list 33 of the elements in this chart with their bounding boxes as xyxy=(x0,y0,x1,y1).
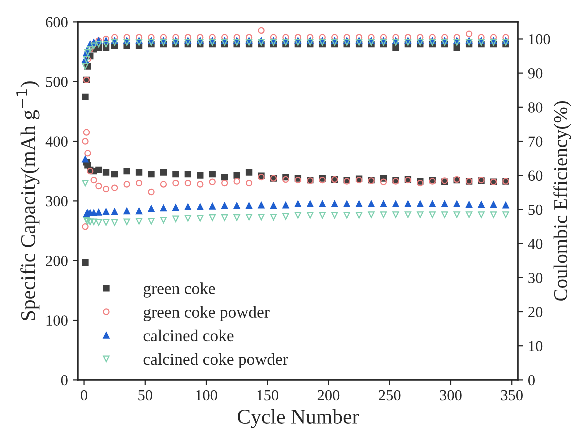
y-tick-label: 200 xyxy=(46,256,68,266)
x-axis-title: Cycle Number xyxy=(238,409,360,428)
y2-tick-label: 40 xyxy=(528,238,543,250)
y2-tick-label: 70 xyxy=(528,136,543,147)
legend-label: green coke powder xyxy=(144,306,270,322)
y2-tick-label: 10 xyxy=(529,341,543,352)
x-tick-label: 0 xyxy=(81,390,88,401)
legend-label: calcined coke xyxy=(144,330,234,342)
y2-axis-title: Coulombic Efficiency(%) xyxy=(554,102,572,301)
y-tick-label: 0 xyxy=(61,375,68,386)
y-tick-label: 600 xyxy=(46,17,68,28)
x-tick-label: 200 xyxy=(318,390,340,401)
y-tick-label: 400 xyxy=(46,136,68,147)
y2-tick-label: 60 xyxy=(528,170,543,182)
y2-tick-label: 80 xyxy=(528,102,543,113)
x-tick-label: 150 xyxy=(258,390,279,401)
y2-tick-label: 0 xyxy=(528,375,535,386)
x-tick-label: 50 xyxy=(138,390,152,401)
y2-tick-label: 100 xyxy=(529,34,550,45)
x-tick-label: 350 xyxy=(501,390,523,401)
y-tick-label: 100 xyxy=(46,316,68,326)
legend-label: green coke xyxy=(144,282,216,298)
y-axis-title: Specific Capacity(mAh g$^{−1}$) xyxy=(16,82,40,320)
y2-tick-label: 50 xyxy=(528,204,543,216)
x-tick-label: 100 xyxy=(196,390,218,401)
y2-tick-label: 20 xyxy=(528,307,543,318)
legend-label: calcined coke powder xyxy=(144,353,288,369)
y2-tick-label: 30 xyxy=(528,273,543,284)
x-tick-label: 250 xyxy=(379,390,401,401)
y-tick-label: 300 xyxy=(46,196,68,207)
y-tick-label: 500 xyxy=(46,76,68,88)
x-tick-label: 300 xyxy=(440,390,462,401)
y2-tick-label: 90 xyxy=(528,68,543,79)
